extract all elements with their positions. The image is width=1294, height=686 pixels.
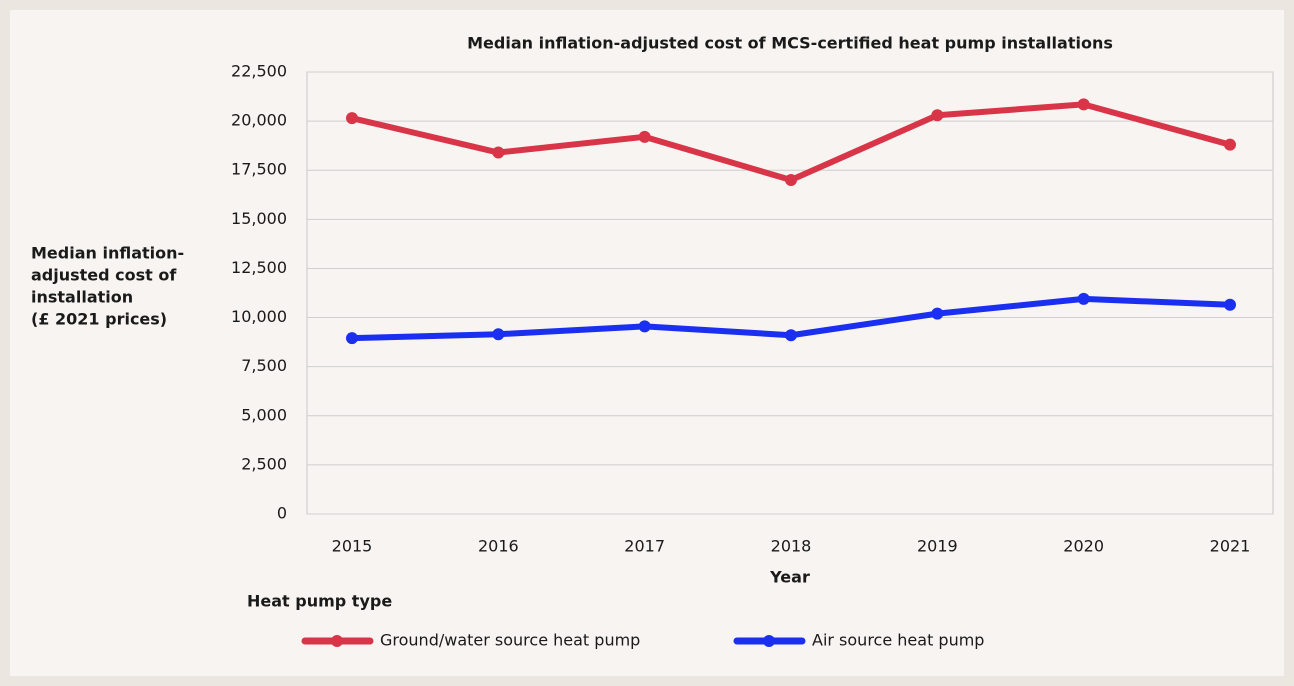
x-tick-label: 2021: [1210, 537, 1251, 556]
data-point: [638, 320, 651, 333]
x-tick-label: 2018: [771, 537, 812, 556]
data-point: [1224, 298, 1236, 311]
data-point: [638, 130, 651, 143]
data-point: [1224, 138, 1236, 151]
y-tick-label: 15,000: [231, 209, 287, 228]
y-axis-label: (£ 2021 prices): [31, 310, 167, 329]
x-tick-label: 2020: [1063, 537, 1104, 556]
data-point: [931, 307, 944, 320]
data-point: [785, 329, 797, 342]
y-axis-label: adjusted cost of: [31, 266, 177, 285]
data-point: [1077, 292, 1090, 305]
data-point: [346, 332, 358, 345]
y-tick-label: 0: [277, 504, 287, 523]
data-point: [785, 174, 797, 187]
y-tick-label: 12,500: [231, 258, 287, 277]
y-tick-label: 5,000: [241, 405, 287, 424]
x-tick-label: 2016: [478, 537, 519, 556]
legend-label: Ground/water source heat pump: [380, 631, 640, 650]
data-point: [492, 328, 505, 341]
x-axis-label: Year: [769, 568, 810, 587]
legend-label: Air source heat pump: [812, 631, 984, 650]
x-tick-label: 2015: [332, 537, 373, 556]
y-axis-label: Median inflation-: [31, 244, 184, 263]
data-point: [1077, 98, 1090, 111]
y-tick-label: 17,500: [231, 160, 287, 179]
y-tick-label: 20,000: [231, 111, 287, 130]
y-tick-label: 22,500: [231, 62, 287, 81]
y-tick-label: 7,500: [241, 356, 287, 375]
data-point: [346, 112, 358, 125]
y-tick-label: 2,500: [241, 454, 287, 473]
legend-dot: [763, 635, 775, 647]
x-tick-label: 2017: [624, 537, 665, 556]
x-tick-label: 2019: [917, 537, 958, 556]
legend-dot: [331, 635, 343, 647]
data-point: [931, 109, 944, 122]
y-tick-label: 10,000: [231, 307, 287, 326]
data-point: [492, 146, 505, 159]
legend-title: Heat pump type: [247, 592, 392, 611]
chart-title: Median inflation-adjusted cost of MCS-ce…: [467, 34, 1113, 53]
y-axis-label: installation: [31, 288, 133, 307]
